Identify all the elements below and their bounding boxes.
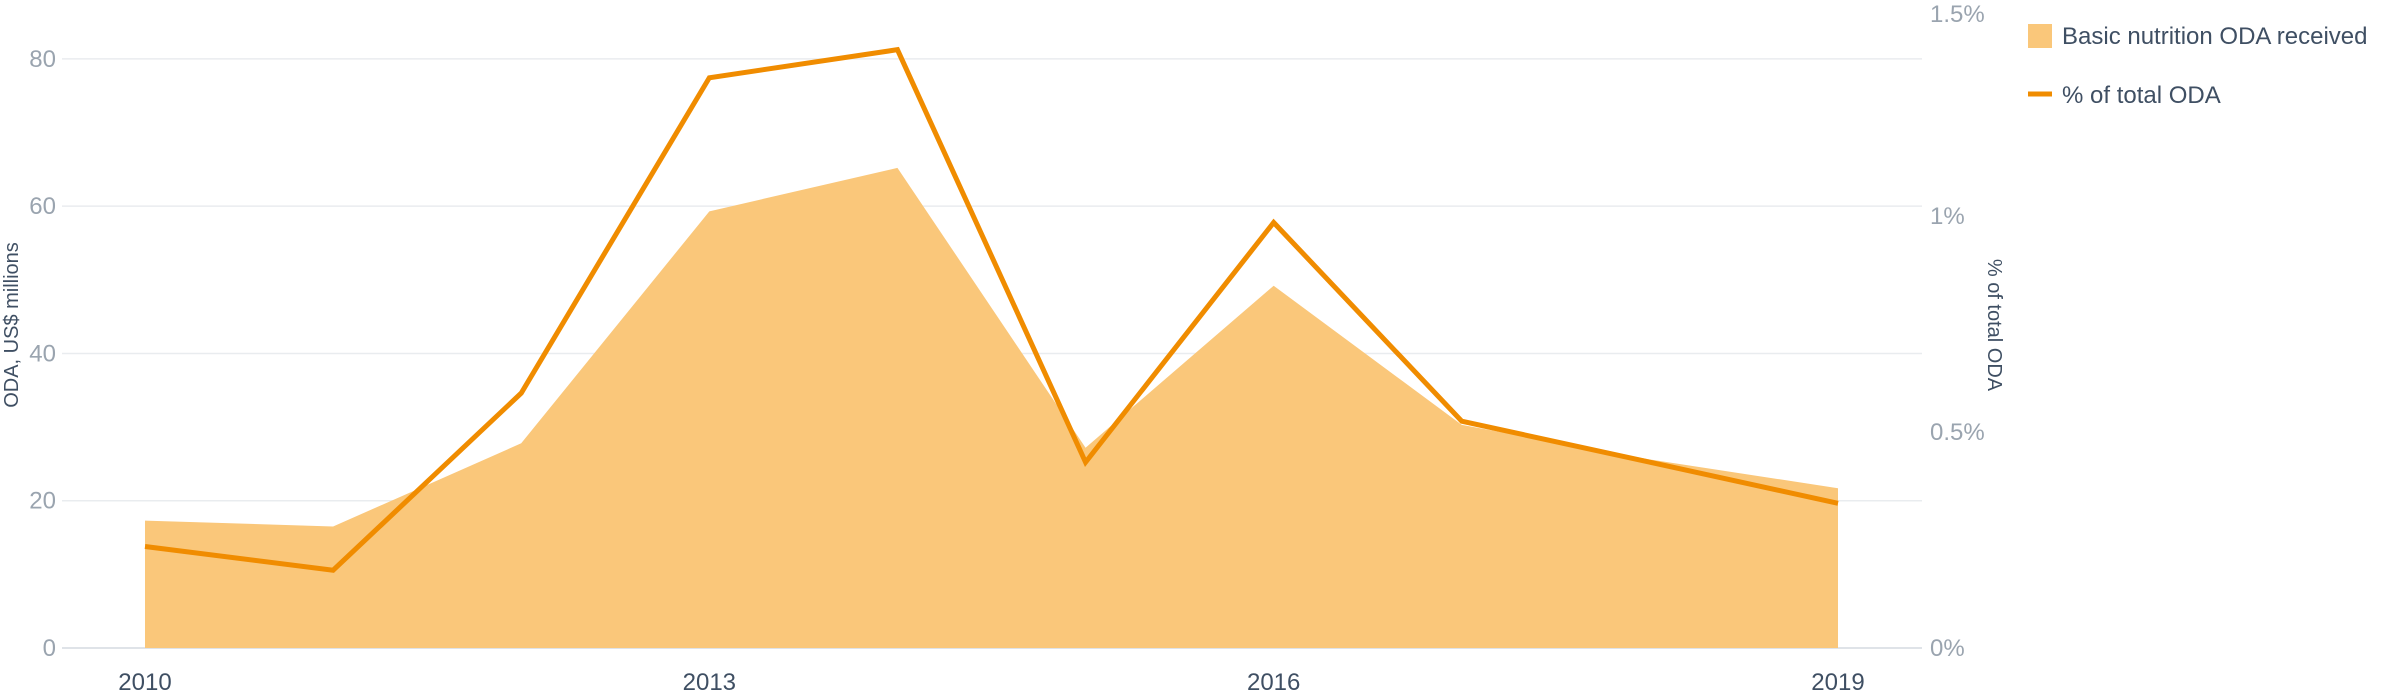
line-percent-total-oda	[144, 46, 1839, 573]
legend-label-area: Basic nutrition ODA received	[2062, 23, 2367, 50]
right-axis-title: % of total ODA	[1983, 259, 2005, 392]
left-tick-label: 80	[29, 46, 56, 73]
area-series-layer	[145, 167, 1838, 648]
left-tick-label: 40	[29, 340, 56, 367]
legend: Basic nutrition ODA received % of total …	[2028, 23, 2367, 109]
x-tick-label: 2019	[1811, 669, 1864, 696]
x-axis-ticks: 2010 2013 2016 2019	[118, 669, 1864, 696]
left-tick-label: 20	[29, 488, 56, 515]
legend-label-line: % of total ODA	[2062, 82, 2221, 109]
left-tick-label: 0	[43, 635, 56, 662]
x-tick-label: 2016	[1247, 669, 1300, 696]
right-tick-label: 0%	[1930, 635, 1965, 662]
x-tick-label: 2010	[118, 669, 171, 696]
area-basic-nutrition-oda	[145, 167, 1838, 648]
left-axis-title: ODA, US$ millions	[1, 242, 23, 408]
right-tick-label: 1.5%	[1930, 1, 1985, 28]
legend-swatch-area	[2028, 24, 2052, 48]
left-axis-ticks: 0 20 40 60 80	[29, 46, 56, 662]
left-tick-label: 60	[29, 193, 56, 220]
x-tick-label: 2013	[683, 669, 736, 696]
right-tick-label: 1%	[1930, 203, 1965, 230]
right-axis-ticks: 0% 0.5% 1% 1.5%	[1930, 1, 1985, 662]
line-series-layer	[144, 46, 1839, 573]
right-tick-label: 0.5%	[1930, 419, 1985, 446]
